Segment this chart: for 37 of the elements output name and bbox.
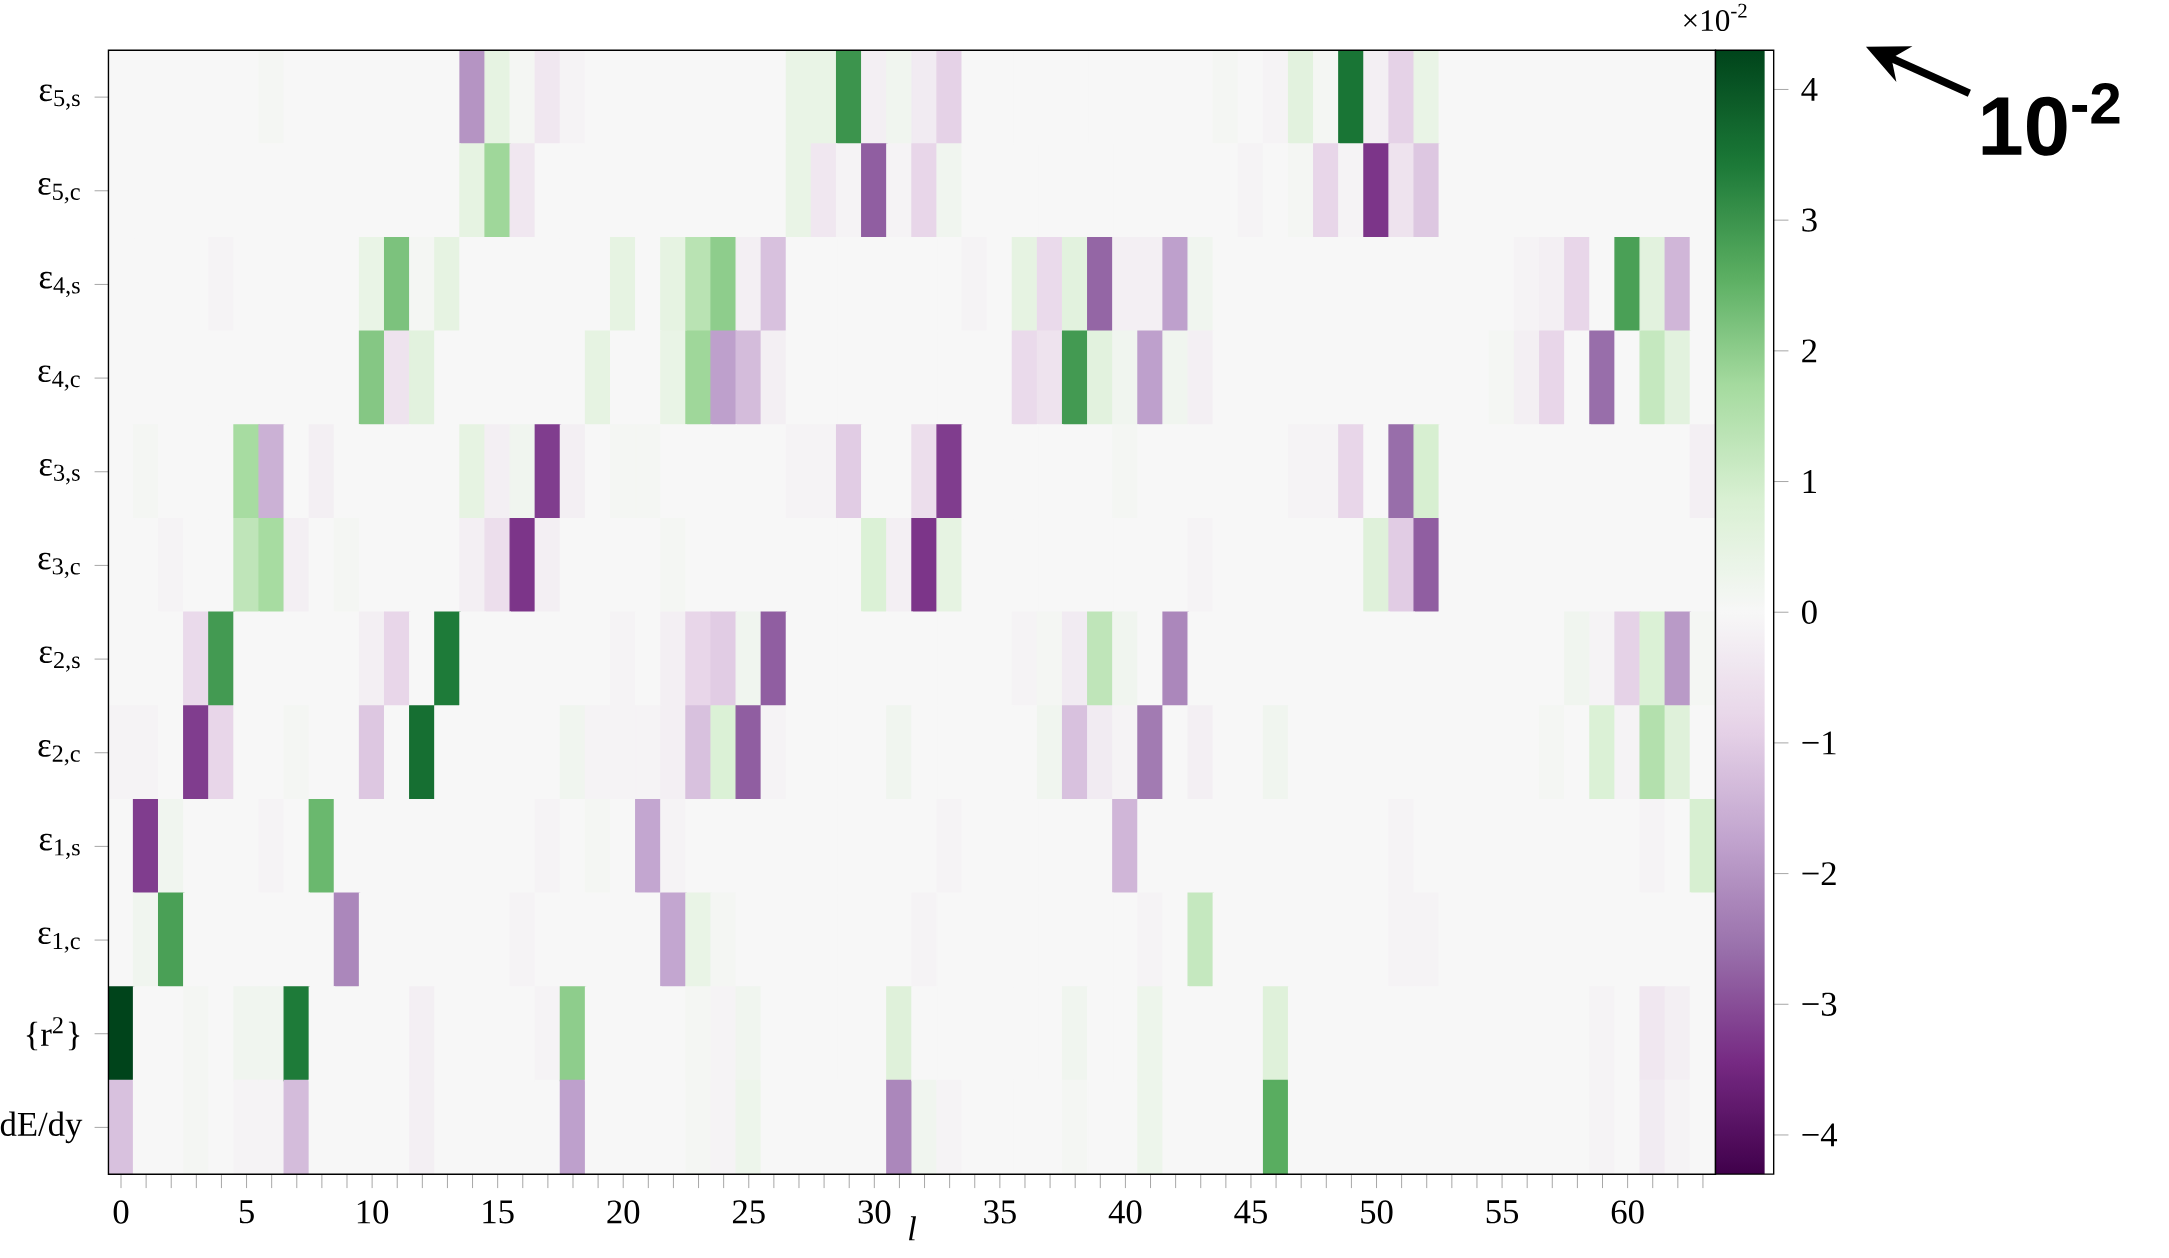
y-tick-label: ε$_{3,s}$ xyxy=(39,459,80,485)
x-tick-label: 30 xyxy=(858,1200,891,1224)
x-tick-label: 15 xyxy=(483,1200,514,1224)
x-axis-title: l xyxy=(909,1216,917,1241)
x-tick-label: 35 xyxy=(984,1200,1016,1224)
y-tick-label: {r$^{2}$} xyxy=(26,1017,80,1051)
color-bar-title: ×10$^{-2}$ xyxy=(1684,3,1747,32)
x-tick-label: 50 xyxy=(1361,1200,1393,1224)
y-tick-label: ε$_{4,c}$ xyxy=(38,365,80,391)
x-tick-label: 40 xyxy=(1108,1200,1142,1224)
color-bar-label: −3 xyxy=(1802,992,1837,1016)
x-tick-label: 60 xyxy=(1611,1200,1644,1224)
color-bar-label: 3 xyxy=(1802,208,1817,232)
y-tick-label: ε$_{2,c}$ xyxy=(38,740,80,766)
y-tick-label: dE/dy xyxy=(0,1111,83,1144)
x-tick-label: 0 xyxy=(113,1200,129,1224)
x-tick-label: 10 xyxy=(357,1200,389,1224)
y-tick-label: ε$_{1,c}$ xyxy=(38,927,80,953)
color-bar-label: 1 xyxy=(1803,470,1816,493)
y-tick-label: ε$_{5,c}$ xyxy=(38,178,80,204)
color-bar-label: 4 xyxy=(1801,78,1818,101)
x-tick-label: 5 xyxy=(239,1200,254,1224)
color-bar-label: −2 xyxy=(1802,862,1836,886)
x-tick-label: 20 xyxy=(607,1200,640,1224)
x-tick-label: 25 xyxy=(732,1200,765,1224)
x-tick-label: 45 xyxy=(1234,1200,1267,1224)
color-bar-label: 2 xyxy=(1802,339,1817,363)
y-tick-label: ε$_{2,s}$ xyxy=(39,646,80,672)
text: 10$^{-2}$ xyxy=(1982,82,2120,156)
x-tick-label: 55 xyxy=(1486,1200,1519,1224)
color-bar-label: 0 xyxy=(1802,600,1817,624)
y-tick-label: ε$_{4,s}$ xyxy=(39,271,80,298)
y-tick-label: ε$_{1,s}$ xyxy=(39,833,80,860)
color-bar-label: −4 xyxy=(1802,1123,1838,1147)
y-tick-label: ε$_{5,s}$ xyxy=(39,84,80,110)
color-bar-label: −1 xyxy=(1802,731,1836,755)
y-tick-label: ε$_{3,c}$ xyxy=(38,552,80,579)
